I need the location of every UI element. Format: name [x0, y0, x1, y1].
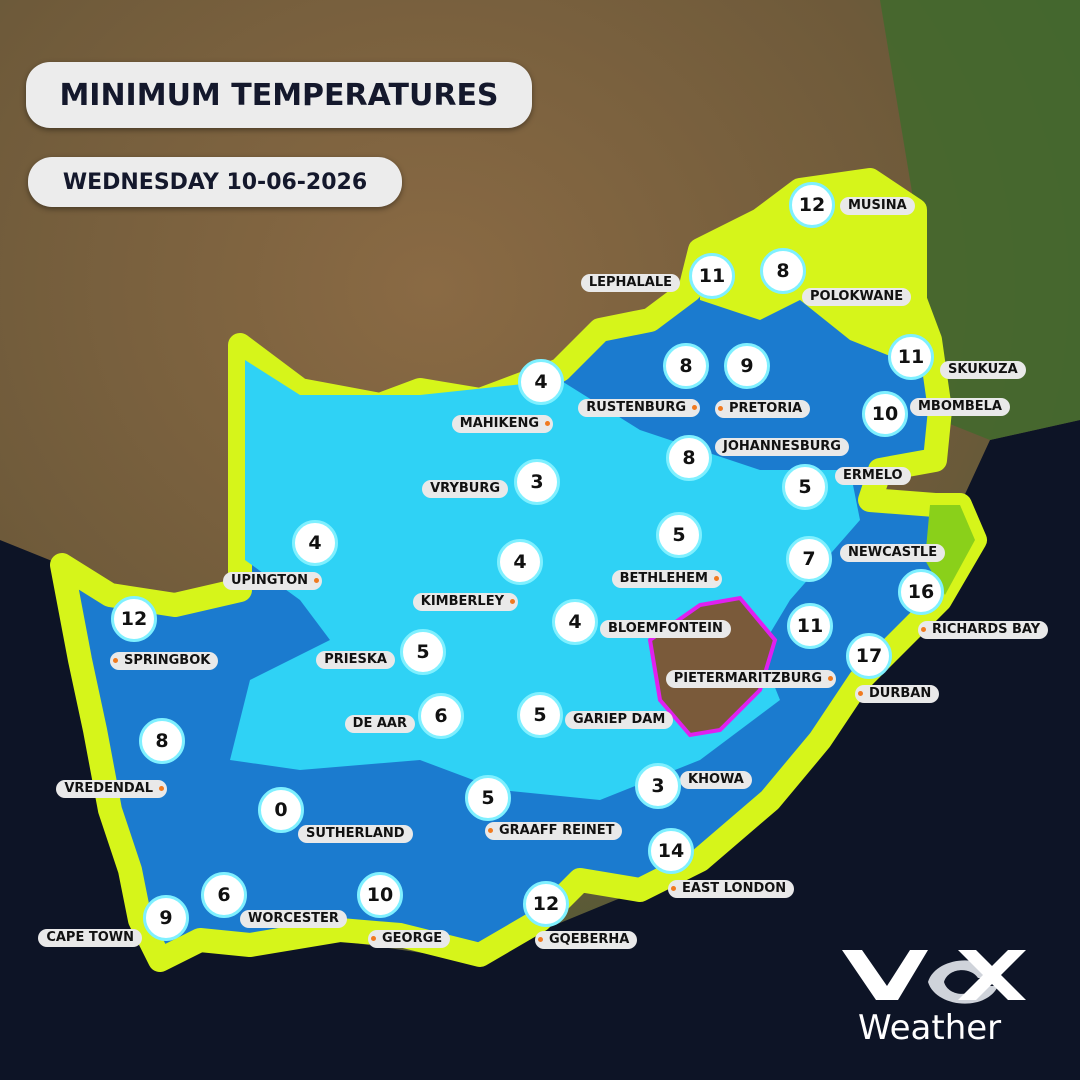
temperature-circle: 8: [666, 435, 712, 481]
temperature-circle: 3: [514, 459, 560, 505]
temperature-circle: 7: [786, 536, 832, 582]
city-label: DE AAR: [344, 715, 415, 733]
city-marker: [828, 676, 833, 681]
temperature-circle: 5: [656, 512, 702, 558]
city-label: UPINGTON: [222, 572, 322, 590]
city-label: GARIEP DAM: [565, 711, 674, 729]
temperature-circle: 16: [898, 569, 944, 615]
city-label: WORCESTER: [240, 910, 347, 928]
temperature-circle: 11: [787, 603, 833, 649]
city-marker: [718, 406, 723, 411]
city-label: VREDENDAL: [56, 780, 167, 798]
city-marker: [692, 405, 697, 410]
title: MINIMUM TEMPERATURES: [26, 62, 532, 128]
city-label: GRAAFF REINET: [485, 822, 623, 840]
temperature-circle: 8: [663, 343, 709, 389]
city-label: GEORGE: [368, 930, 451, 948]
city-marker: [714, 576, 719, 581]
city-label: SKUKUZA: [940, 361, 1026, 379]
city-label: VRYBURG: [422, 480, 508, 498]
brand-name: Weather: [858, 1008, 1002, 1048]
temperature-circle: 5: [782, 464, 828, 510]
temperature-circle: 5: [517, 692, 563, 738]
city-label: RICHARDS BAY: [918, 621, 1049, 639]
temperature-circle: 10: [862, 391, 908, 437]
city-label: JOHANNESBURG: [715, 438, 849, 456]
temperature-circle: 4: [292, 520, 338, 566]
temperature-circle: 6: [418, 693, 464, 739]
city-label: KIMBERLEY: [412, 593, 518, 611]
temperature-circle: 11: [888, 334, 934, 380]
temperature-circle: 8: [139, 718, 185, 764]
city-label: LEPHALALE: [580, 274, 680, 292]
temperature-circle: 12: [789, 182, 835, 228]
city-label: SPRINGBOK: [110, 652, 219, 670]
city-marker: [671, 886, 676, 891]
city-marker: [921, 627, 926, 632]
city-marker: [488, 828, 493, 833]
temperature-circle: 4: [518, 359, 564, 405]
temperature-circle: 14: [648, 828, 694, 874]
city-marker: [858, 691, 863, 696]
temperature-circle: 4: [497, 539, 543, 585]
temperature-circle: 3: [635, 763, 681, 809]
temperature-circle: 12: [523, 881, 569, 927]
city-label: DURBAN: [855, 685, 940, 703]
city-marker: [371, 936, 376, 941]
city-label: MBOMBELA: [910, 398, 1010, 416]
city-label: MUSINA: [840, 197, 915, 215]
city-label: POLOKWANE: [802, 288, 912, 306]
city-label: PRETORIA: [715, 400, 811, 418]
city-marker: [159, 786, 164, 791]
temperature-circle: 8: [760, 248, 806, 294]
city-label: PIETERMARITZBURG: [665, 670, 836, 688]
temperature-circle: 5: [465, 775, 511, 821]
city-label: MAHIKENG: [451, 415, 553, 433]
city-marker: [113, 658, 118, 663]
temperature-circle: 0: [258, 787, 304, 833]
temperature-circle: 12: [111, 596, 157, 642]
city-label: GQEBERHA: [535, 931, 638, 949]
city-label: CAPE TOWN: [38, 929, 142, 947]
temperature-circle: 6: [201, 872, 247, 918]
city-marker: [538, 937, 543, 942]
city-label: RUSTENBURG: [578, 399, 700, 417]
date: WEDNESDAY 10-06-2026: [28, 157, 402, 207]
city-label: BLOEMFONTEIN: [600, 620, 731, 638]
city-label: NEWCASTLE: [840, 544, 946, 562]
temperature-circle: 5: [400, 629, 446, 675]
temperature-circle: 10: [357, 872, 403, 918]
city-marker: [545, 421, 550, 426]
city-marker: [510, 599, 515, 604]
temperature-circle: 9: [143, 895, 189, 941]
city-label: SUTHERLAND: [298, 825, 413, 843]
temperature-circle: 9: [724, 343, 770, 389]
brand-logo: [842, 950, 1026, 1004]
city-label: KHOWA: [680, 771, 752, 789]
temperature-circle: 17: [846, 633, 892, 679]
city-label: BETHLEHEM: [611, 570, 722, 588]
city-label: ERMELO: [835, 467, 911, 485]
city-label: EAST LONDON: [668, 880, 795, 898]
city-marker: [314, 578, 319, 583]
temperature-circle: 11: [689, 253, 735, 299]
temperature-circle: 4: [552, 599, 598, 645]
city-label: PRIESKA: [316, 651, 395, 669]
